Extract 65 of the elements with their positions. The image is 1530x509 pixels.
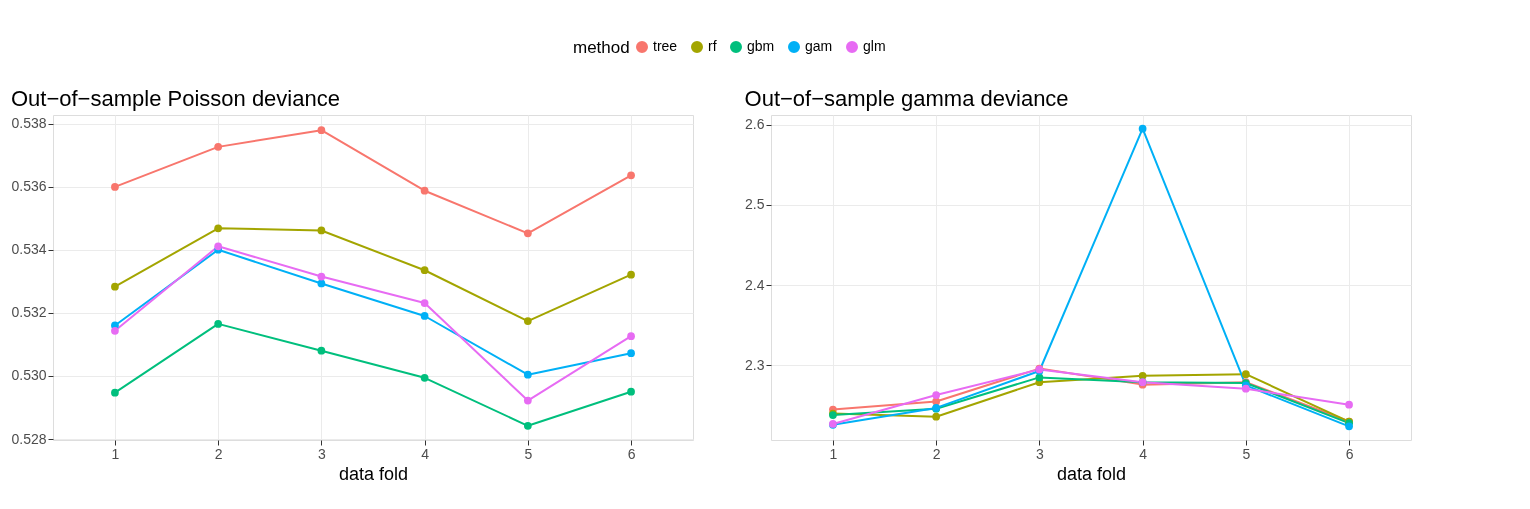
point <box>1345 400 1353 409</box>
point <box>523 370 532 379</box>
x-tick-label: 4 <box>1139 445 1148 462</box>
point <box>1345 422 1353 431</box>
y-tick-label: 2.3 <box>745 356 765 373</box>
x-tick-label: 3 <box>317 445 326 462</box>
point <box>111 326 119 335</box>
legend-label: gam <box>805 38 833 54</box>
x-tick-label: 1 <box>829 445 838 462</box>
point <box>214 224 223 233</box>
y-tick-label: 0.538 <box>11 115 47 132</box>
legend-label: glm <box>863 38 886 54</box>
x-axis-title: data fold <box>338 463 409 484</box>
x-tick-label: 1 <box>111 445 120 462</box>
legend-label: gbm <box>747 38 775 54</box>
point <box>317 272 326 281</box>
point <box>627 387 635 396</box>
x-tick-label: 4 <box>421 445 430 462</box>
y-tick-label: 2.6 <box>745 116 765 133</box>
point <box>111 388 119 397</box>
point <box>111 282 119 291</box>
point <box>523 229 532 238</box>
point <box>317 346 326 355</box>
point <box>627 270 635 279</box>
point <box>420 266 429 275</box>
point <box>317 279 326 288</box>
legend-label: rf <box>708 38 717 54</box>
point <box>420 299 429 307</box>
x-tick-label: 2 <box>214 445 223 462</box>
y-tick-label: 0.528 <box>11 430 47 447</box>
point <box>627 332 635 341</box>
point <box>420 312 429 320</box>
point <box>420 373 429 382</box>
y-tick-label: 0.532 <box>11 304 47 321</box>
point <box>523 317 532 325</box>
legend-label: tree <box>653 38 678 54</box>
point <box>627 349 635 358</box>
point <box>214 143 223 151</box>
point <box>932 412 941 421</box>
point <box>1138 124 1147 133</box>
point <box>317 126 326 135</box>
point <box>523 396 532 405</box>
y-tick-label: 0.534 <box>11 241 47 258</box>
y-tick-label: 0.536 <box>11 178 47 195</box>
x-tick-label: 6 <box>1345 445 1354 462</box>
x-tick-label: 3 <box>1035 445 1044 462</box>
y-tick-label: 0.530 <box>11 367 47 384</box>
point <box>932 391 941 399</box>
chart-title: Out−of−sample gamma deviance <box>744 86 1069 111</box>
point <box>627 171 635 180</box>
point <box>111 183 119 191</box>
point <box>317 226 326 235</box>
legend-title: method <box>573 38 630 57</box>
x-tick-label: 2 <box>932 445 941 462</box>
point <box>523 421 532 430</box>
y-tick-label: 2.4 <box>745 276 765 293</box>
point <box>1241 370 1250 379</box>
x-tick-label: 5 <box>1242 445 1251 462</box>
x-axis-title: data fold <box>1056 463 1127 484</box>
y-tick-label: 2.5 <box>745 196 765 213</box>
x-tick-label: 6 <box>627 445 636 462</box>
x-tick-label: 5 <box>524 445 533 462</box>
point <box>420 186 429 195</box>
point <box>214 320 223 328</box>
chart-title: Out−of−sample Poisson deviance <box>10 86 340 111</box>
